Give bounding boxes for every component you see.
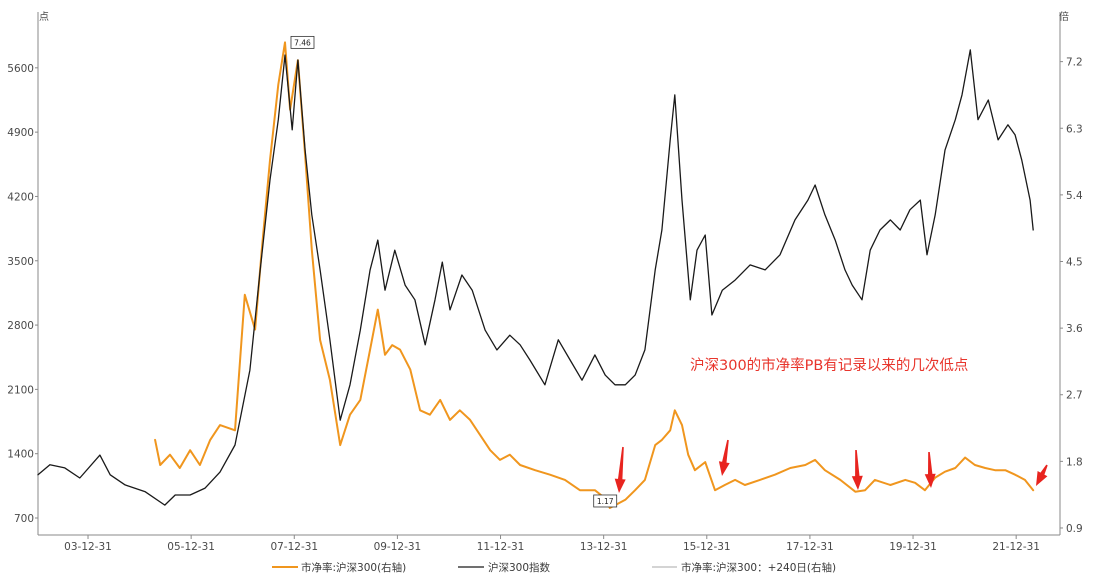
value-labels: 7.46 1.17 — [290, 35, 618, 508]
value-label-box — [290, 35, 315, 49]
right-tick-label: 4.5 — [1066, 256, 1083, 268]
value-label: 1.17 — [593, 494, 618, 508]
right-tick-label: 0.9 — [1066, 523, 1083, 535]
low-arrow-icon — [614, 446, 626, 493]
legend-label-pb-240d: 市净率:沪深300：+240日(右轴) — [681, 561, 836, 574]
right-tick-label: 2.7 — [1066, 390, 1083, 402]
low-arrow-icon — [924, 452, 936, 488]
left-tick-label: 700 — [14, 513, 34, 525]
right-axis-ticks: 0.9 1.8 2.7 3.6 4.5 5.4 6.3 7.2 — [1060, 57, 1083, 535]
x-tick-label: 21-12-31 — [992, 541, 1040, 553]
x-tick-label: 13-12-31 — [580, 541, 628, 553]
low-arrow-icon — [1036, 464, 1048, 486]
right-axis-unit-label: 倍 — [1059, 10, 1069, 23]
left-tick-label: 5600 — [7, 63, 34, 75]
right-tick-label: 7.2 — [1066, 57, 1083, 69]
x-axis-ticks: 03-12-31 05-12-31 07-12-31 09-12-31 11-12-31… — [64, 535, 1040, 553]
x-tick-label: 09-12-31 — [374, 541, 422, 553]
right-tick-label: 3.6 — [1066, 323, 1083, 335]
legend-label-pb: 市净率:沪深300(右轴) — [301, 561, 406, 574]
legend-item-pb: 市净率:沪深300(右轴) — [272, 561, 406, 574]
value-label-text: 7.46 — [294, 38, 311, 47]
left-axis-ticks: 700 1400 2100 2800 3500 4200 4900 5600 — [7, 63, 38, 525]
index-line — [37, 49, 1034, 506]
low-arrow-icon — [851, 450, 863, 490]
series-layer — [37, 41, 1035, 509]
value-label-text: 1.17 — [597, 497, 614, 506]
x-tick-label: 03-12-31 — [64, 541, 112, 553]
left-tick-label: 2100 — [7, 384, 34, 396]
legend-item-index: 沪深300指数 — [458, 561, 551, 574]
right-tick-label: 6.3 — [1066, 123, 1083, 135]
left-tick-label: 4900 — [7, 127, 34, 139]
x-tick-label: 15-12-31 — [683, 541, 731, 553]
x-tick-label: 05-12-31 — [167, 541, 215, 553]
x-tick-label: 07-12-31 — [270, 541, 318, 553]
low-point-arrows — [614, 439, 1048, 493]
left-axis-unit-label: 点 — [39, 11, 49, 23]
legend: 市净率:沪深300(右轴) 沪深300指数 市净率:沪深300：+240日(右轴… — [272, 561, 836, 574]
legend-item-pb-240d: 市净率:沪深300：+240日(右轴) — [652, 561, 836, 574]
left-tick-label: 3500 — [7, 256, 34, 268]
value-label: 7.46 — [290, 35, 315, 49]
value-label-box — [593, 494, 618, 508]
low-arrow-icon — [718, 439, 730, 476]
right-tick-label: 1.8 — [1066, 456, 1083, 468]
annotation-text: 沪深300的市净率PB有记录以来的几次低点 — [690, 357, 968, 374]
x-tick-label: 11-12-31 — [477, 541, 525, 553]
left-tick-label: 4200 — [7, 191, 34, 203]
x-tick-label: 19-12-31 — [889, 541, 937, 553]
right-tick-label: 5.4 — [1066, 190, 1083, 202]
left-tick-label: 1400 — [7, 449, 34, 461]
left-tick-label: 2800 — [7, 320, 34, 332]
x-tick-label: 17-12-31 — [786, 541, 834, 553]
legend-label-index: 沪深300指数 — [488, 561, 551, 574]
